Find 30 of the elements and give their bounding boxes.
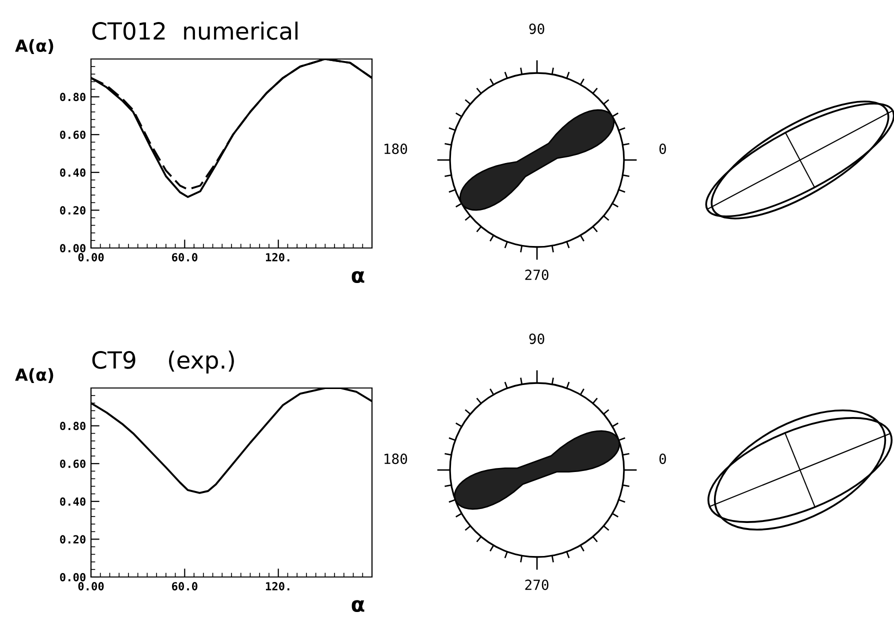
x-axis-title: α — [352, 600, 364, 612]
text: 90 — [529, 334, 544, 344]
text: 270 — [525, 270, 548, 280]
x-tick-label: 60.0 — [172, 253, 198, 262]
y-tick-label: 0.80 — [60, 92, 86, 102]
y-axis-title: A(α) — [15, 368, 54, 383]
chart-title: CT9 (exp.) — [92, 350, 234, 374]
chart-title: CT012 numerical — [92, 22, 298, 40]
y-tick-label: 0.60 — [60, 460, 86, 468]
x-tick-label: 120. — [266, 582, 290, 590]
y-tick-label: 0.00 — [60, 572, 86, 582]
y-axis-title: A(α) — [15, 39, 54, 54]
x-axis-title: α — [352, 271, 364, 283]
x-tick-label: 120. — [266, 253, 290, 262]
y-tick-label: 0.20 — [60, 206, 86, 215]
y-tick-label: 0.40 — [60, 168, 86, 177]
text: 180 — [384, 144, 408, 154]
y-tick-label: 0.80 — [60, 422, 86, 430]
text: 180 — [384, 454, 408, 464]
y-tick-label: 0.20 — [60, 535, 86, 544]
x-tick-label: 0.00 — [78, 582, 104, 590]
text: 0 — [659, 144, 666, 154]
y-tick-label: 0.60 — [60, 130, 86, 139]
text: 90 — [529, 24, 544, 34]
x-tick-label: 0.00 — [78, 253, 104, 262]
text: 270 — [525, 580, 548, 590]
x-tick-label: 60.0 — [172, 582, 198, 590]
text: 0 — [659, 454, 666, 464]
y-tick-label: 0.40 — [60, 497, 86, 506]
y-tick-label: 0.00 — [60, 244, 86, 252]
